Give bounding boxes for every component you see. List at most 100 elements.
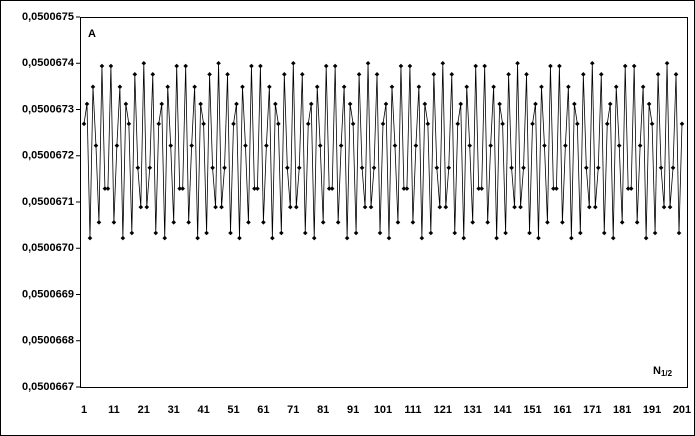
data-point xyxy=(96,220,102,225)
data-point xyxy=(347,101,353,107)
data-point xyxy=(536,235,541,241)
data-point xyxy=(595,165,601,171)
data-point xyxy=(392,143,398,148)
data-point xyxy=(548,63,553,69)
data-point xyxy=(521,165,526,171)
data-point xyxy=(416,84,422,90)
data-point xyxy=(276,121,281,127)
data-point xyxy=(497,101,502,107)
data-point xyxy=(437,204,443,210)
data-point xyxy=(610,235,616,241)
data-point xyxy=(428,230,434,236)
data-point xyxy=(195,235,200,241)
data-point xyxy=(120,235,126,241)
data-point xyxy=(126,121,132,127)
data-point xyxy=(249,63,254,69)
data-point xyxy=(575,121,580,127)
data-point xyxy=(344,235,350,241)
y-tick-label: 0,0500667 xyxy=(22,381,74,393)
data-point xyxy=(201,121,206,127)
x-tick-label: 91 xyxy=(347,404,359,416)
data-point xyxy=(509,165,514,171)
data-point xyxy=(183,63,188,69)
x-tick-label: 31 xyxy=(168,404,180,416)
data-point xyxy=(542,143,547,148)
data-point xyxy=(398,63,404,69)
data-point xyxy=(485,220,490,225)
data-point xyxy=(150,72,156,77)
y-tick-label: 0,0500675 xyxy=(22,11,74,23)
data-point xyxy=(655,72,661,77)
x-tick-label: 71 xyxy=(287,404,299,416)
data-point xyxy=(99,63,105,69)
data-point xyxy=(261,220,266,225)
data-point xyxy=(380,121,386,127)
data-point xyxy=(545,220,550,225)
data-point xyxy=(282,72,287,77)
data-point xyxy=(180,186,185,191)
data-point xyxy=(204,230,209,236)
data-point xyxy=(646,101,652,107)
data-point xyxy=(302,230,308,236)
plot-area xyxy=(80,17,688,388)
data-point xyxy=(144,204,150,210)
data-point xyxy=(314,84,320,90)
x-tick-label: 131 xyxy=(464,404,482,416)
data-point xyxy=(87,235,93,241)
data-point xyxy=(446,165,452,171)
x-tick-label: 181 xyxy=(613,404,631,416)
data-point xyxy=(326,186,332,191)
data-point xyxy=(569,235,574,241)
data-point xyxy=(601,230,607,236)
data-point xyxy=(368,204,374,210)
data-point xyxy=(186,220,191,225)
x-tick-label: 161 xyxy=(553,404,571,416)
data-point xyxy=(461,235,467,241)
data-point xyxy=(578,230,583,236)
data-point xyxy=(419,235,425,241)
data-point xyxy=(389,84,395,90)
data-point xyxy=(279,230,284,236)
data-point xyxy=(353,230,359,236)
data-point xyxy=(500,121,505,127)
x-tick-label: 201 xyxy=(673,404,691,416)
data-point xyxy=(649,121,655,127)
data-point xyxy=(311,235,317,241)
data-point xyxy=(147,165,153,171)
data-point xyxy=(305,121,311,127)
data-point xyxy=(386,235,392,241)
y-tick-label: 0,0500672 xyxy=(22,150,74,162)
data-point xyxy=(365,60,371,66)
data-point xyxy=(135,165,141,171)
y-tick-label: 0,0500668 xyxy=(22,335,74,347)
data-point xyxy=(604,121,610,127)
data-point xyxy=(117,84,123,90)
x-tick-label: 61 xyxy=(257,404,269,416)
data-point xyxy=(341,84,347,90)
data-point xyxy=(443,204,449,210)
data-point xyxy=(288,204,293,210)
x-tick-label: 11 xyxy=(108,404,120,416)
data-point xyxy=(476,186,481,191)
data-point xyxy=(616,143,622,148)
y-tick-label: 0,0500671 xyxy=(22,196,74,208)
data-point xyxy=(84,101,90,107)
data-point xyxy=(350,121,356,127)
data-point xyxy=(670,165,676,171)
data-point xyxy=(413,143,419,148)
data-point xyxy=(431,72,437,77)
x-tick-label: 101 xyxy=(374,404,392,416)
data-point xyxy=(673,72,679,77)
data-point xyxy=(515,60,520,66)
data-point xyxy=(652,230,658,236)
data-point xyxy=(165,84,171,90)
data-point xyxy=(252,186,257,191)
data-point xyxy=(524,72,529,77)
data-point xyxy=(231,121,236,127)
data-point xyxy=(449,72,455,77)
data-point xyxy=(153,230,159,236)
data-point xyxy=(255,186,260,191)
data-point xyxy=(640,84,646,90)
data-point xyxy=(320,220,326,225)
